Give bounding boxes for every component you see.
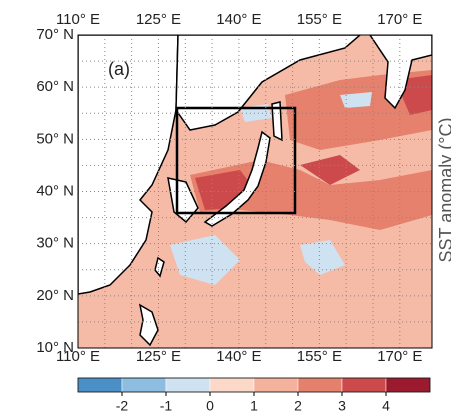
lon-label: 155° E (297, 11, 342, 28)
colorbar-segment (77, 377, 123, 393)
lat-label: 40° N (36, 182, 74, 199)
lon-label: 125° E (136, 348, 181, 365)
colorbar-segment (121, 377, 167, 393)
sakhalin (271, 101, 283, 142)
map-frame (77, 34, 433, 349)
lon-label: 170° E (377, 11, 422, 28)
philippines (138, 303, 159, 347)
colorbar-tick-label: -2 (116, 398, 129, 414)
colorbar-tick-label: 4 (382, 398, 390, 414)
panel-label: (a) (108, 59, 130, 79)
lat-label: 60° N (36, 78, 74, 95)
lon-label: 110° E (56, 348, 100, 365)
lon-label: 110° E (56, 11, 100, 28)
lat-label: 20° N (36, 287, 74, 304)
colorbar-segment (385, 377, 431, 393)
colorbar-label: SST anomaly (°C) (436, 118, 451, 263)
lon-label: 170° E (377, 348, 422, 365)
lon-label: 155° E (297, 348, 342, 365)
lat-label: 30° N (36, 235, 74, 252)
sst-field (78, 35, 432, 348)
colorbar-segment (209, 377, 255, 393)
lon-label: 125° E (136, 11, 181, 28)
russia-coast (175, 35, 362, 131)
land (78, 35, 432, 347)
focus-box (175, 106, 297, 215)
colorbar-tick-label: 3 (338, 398, 346, 414)
cool-area (340, 92, 372, 108)
lon-label: 140° E (216, 11, 261, 28)
taiwan (154, 256, 165, 278)
lat-label: 10° N (36, 339, 74, 356)
colorbar-tick-label: 2 (294, 398, 302, 414)
lat-label: 50° N (36, 130, 74, 147)
colorbar-segment (297, 377, 343, 393)
lat-label: 70° N (36, 26, 74, 43)
lon-label: 140° E (216, 348, 261, 365)
colorbar-segment (165, 377, 211, 393)
colorbar-tick-label: 1 (250, 398, 258, 414)
korea (167, 177, 199, 224)
japan (203, 130, 271, 227)
colorbar-tick-label: -1 (160, 398, 173, 414)
cool-area (300, 240, 345, 275)
kamchatka (369, 35, 432, 110)
colorbar-tick-label: 0 (206, 398, 214, 414)
hot-area (300, 155, 360, 185)
colorbar-segment (253, 377, 299, 393)
colorbar-segment (341, 377, 387, 393)
grid (78, 35, 432, 348)
cool-area (170, 235, 240, 285)
